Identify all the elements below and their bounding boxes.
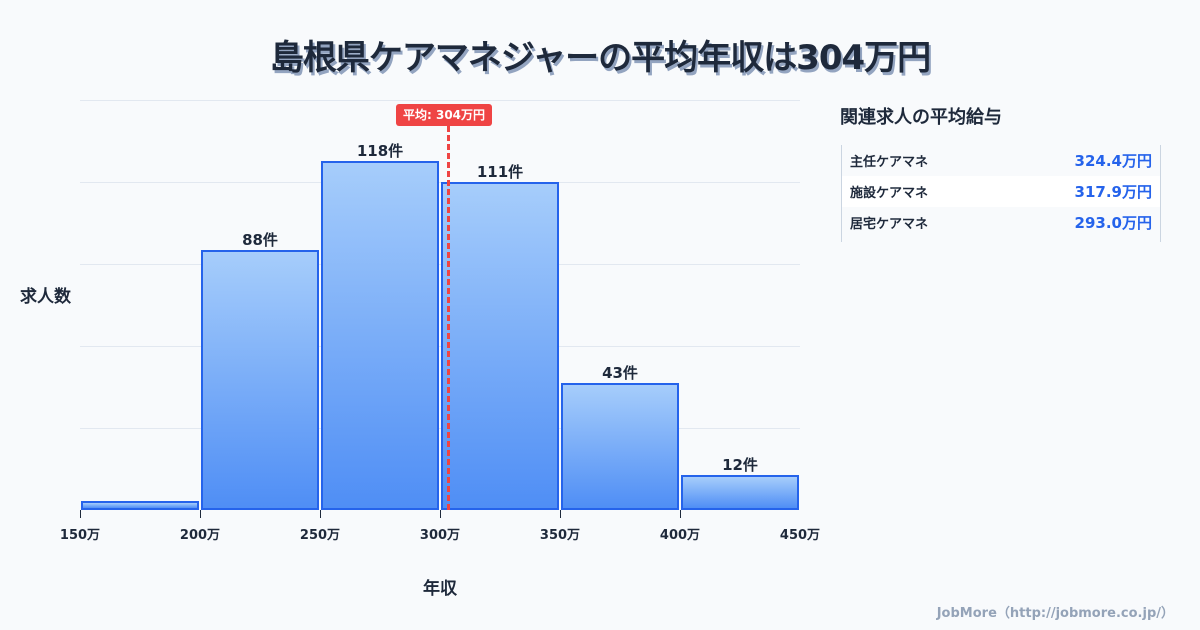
histogram-bar: [441, 181, 559, 510]
x-tick-label: 450万: [779, 528, 821, 543]
gridline: [80, 100, 800, 101]
page-title: 島根県ケアマネジャーの平均年収は304万円: [269, 38, 931, 78]
x-axis-label: 年収: [423, 579, 457, 599]
x-tick: [680, 510, 681, 518]
row-name: 施設ケアマネ: [850, 186, 929, 201]
gridline: [80, 428, 800, 429]
table-row: 主任ケアマネ 324.4万円: [842, 145, 1160, 176]
gridline: [80, 346, 800, 347]
table-row: 施設ケアマネ 317.9万円: [842, 176, 1160, 207]
x-tick-label: 350万: [539, 528, 581, 543]
x-tick: [200, 510, 201, 518]
bar-value-label: 111件: [476, 162, 524, 181]
x-tick: [80, 510, 81, 518]
table-row: 居宅ケアマネ 293.0万円: [842, 207, 1160, 238]
histogram-bar: [681, 474, 799, 510]
bar-value-label: 43件: [602, 363, 638, 382]
histogram-bar: [321, 161, 439, 510]
mean-line: [447, 126, 450, 510]
bar-value-label: 12件: [722, 455, 758, 474]
histogram-chart: 88件 118件 111件 43件 12件 150万 200万 250万 300万 350万 40…: [20, 100, 820, 599]
x-tick: [440, 510, 441, 518]
x-tick-label: 200万: [179, 528, 221, 543]
related-salary-table: 主任ケアマネ 324.4万円 施設ケアマネ 317.9万円 居宅ケアマネ 293…: [841, 145, 1161, 242]
gridline: [80, 182, 800, 183]
row-value: 324.4万円: [1074, 152, 1152, 170]
footer-credit: JobMore（http://jobmore.co.jp/）: [936, 606, 1174, 621]
row-value: 293.0万円: [1074, 214, 1152, 232]
x-tick: [320, 510, 321, 518]
side-panel-title: 関連求人の平均給与: [840, 107, 1002, 128]
x-tick-label: 150万: [59, 528, 101, 543]
x-tick: [560, 510, 561, 518]
row-name: 居宅ケアマネ: [850, 217, 929, 232]
x-tick-label: 300万: [419, 528, 461, 543]
histogram-bar: [561, 382, 679, 510]
x-tick-label: 400万: [659, 528, 701, 543]
y-axis-label: 求人数: [20, 287, 71, 307]
x-tick-label: 250万: [299, 528, 341, 543]
mean-badge: 平均: 304万円: [396, 104, 493, 126]
gridline: [80, 264, 800, 265]
histogram-bar: [201, 249, 319, 510]
row-value: 317.9万円: [1074, 183, 1152, 201]
bar-value-label: 118件: [356, 142, 404, 161]
bar-value-label: 88件: [242, 230, 278, 249]
row-name: 主任ケアマネ: [850, 155, 929, 170]
histogram-bar: [81, 501, 199, 510]
